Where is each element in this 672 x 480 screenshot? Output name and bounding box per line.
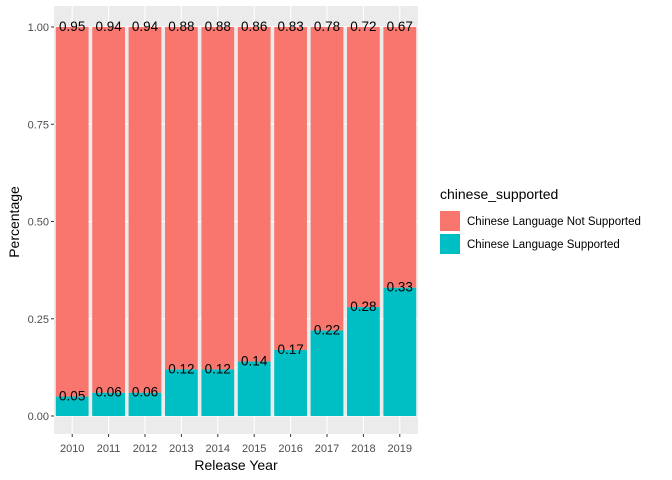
bar-label-supported-2018: 0.28 (350, 299, 376, 314)
x-tick-label: 2014 (206, 443, 230, 455)
bar-not-supported-2019 (383, 27, 417, 288)
bar-supported-2016 (274, 349, 307, 416)
bar-label-supported-2015: 0.14 (241, 354, 268, 369)
bar-labels: 0.05 0.95 0.06 0.94 0.06 0.94 0.12 0.88 0.12 0.88… (59, 19, 413, 404)
x-tick-label: 2019 (388, 443, 412, 455)
y-tick-label: 0.25 (28, 314, 49, 326)
x-tick-label: 2017 (315, 443, 339, 455)
bar-not-supported-2012 (128, 27, 162, 393)
bar-not-supported-2013 (165, 27, 198, 370)
bar-label-supported-2019: 0.33 (387, 280, 413, 295)
bar-supported-2017 (310, 330, 344, 416)
bar-label-not-supported-2018: 0.72 (350, 19, 376, 34)
bars (55, 27, 417, 416)
x-tick-label: 2018 (351, 443, 375, 455)
bar-label-not-supported-2016: 0.83 (277, 19, 303, 34)
bar-not-supported-2011 (92, 27, 125, 393)
y-tick-label: 0.50 (28, 217, 49, 229)
y-tick-label: 1.00 (28, 22, 49, 34)
bar-label-not-supported-2010: 0.95 (59, 19, 85, 34)
bar-not-supported-2017 (310, 27, 344, 331)
y-axis: 0.00 0.25 0.50 0.75 1.00 (28, 22, 54, 423)
bar-not-supported-2014 (201, 27, 235, 370)
bar-not-supported-2018 (347, 27, 380, 308)
bar-label-supported-2013: 0.12 (168, 361, 194, 376)
legend-key-not-supported (440, 211, 460, 231)
bar-label-not-supported-2017: 0.78 (314, 19, 340, 34)
bar-supported-2012 (128, 392, 162, 416)
bar-label-not-supported-2013: 0.88 (168, 19, 194, 34)
bar-supported-2015 (237, 361, 271, 416)
bar-supported-2018 (347, 307, 380, 416)
bar-label-supported-2014: 0.12 (205, 361, 231, 376)
x-tick-label: 2012 (133, 443, 157, 455)
x-tick-label: 2011 (97, 443, 121, 455)
bar-not-supported-2015 (237, 27, 271, 362)
bar-label-not-supported-2015: 0.86 (241, 19, 267, 34)
bar-label-supported-2012: 0.06 (132, 385, 158, 400)
x-axis-title: Release Year (194, 457, 278, 473)
bar-label-not-supported-2011: 0.94 (95, 19, 122, 34)
bar-not-supported-2016 (274, 27, 307, 350)
x-tick-label: 2016 (278, 443, 302, 455)
x-tick-label: 2013 (169, 443, 193, 455)
bar-label-not-supported-2012: 0.94 (132, 19, 159, 34)
legend-key-supported (440, 234, 460, 254)
y-tick-label: 0.00 (28, 411, 49, 423)
legend: chinese_supported Chinese Language Not S… (440, 186, 641, 254)
bar-supported-2013 (165, 369, 198, 416)
x-tick-label: 2015 (242, 443, 266, 455)
bar-label-supported-2016: 0.17 (277, 342, 303, 357)
bar-supported-2014 (201, 369, 235, 416)
legend-title: chinese_supported (440, 186, 558, 202)
legend-label-not-supported: Chinese Language Not Supported (467, 216, 641, 228)
bar-label-supported-2010: 0.05 (59, 389, 85, 404)
y-tick-label: 0.75 (28, 119, 49, 131)
legend-label-supported: Chinese Language Supported (467, 239, 620, 251)
x-axis: 2010 2011 2012 2013 2014 2015 2016 2017 2018 2019 (60, 434, 412, 455)
y-axis-title: Percentage (6, 186, 22, 258)
bar-supported-2011 (92, 392, 125, 416)
bar-not-supported-2010 (55, 27, 89, 397)
bar-label-not-supported-2019: 0.67 (387, 19, 413, 34)
x-tick-label: 2010 (60, 443, 84, 455)
bar-label-supported-2017: 0.22 (314, 322, 340, 337)
bar-supported-2010 (55, 396, 89, 416)
bar-supported-2019 (383, 287, 417, 416)
bar-label-not-supported-2014: 0.88 (205, 19, 231, 34)
bar-label-supported-2011: 0.06 (95, 385, 121, 400)
